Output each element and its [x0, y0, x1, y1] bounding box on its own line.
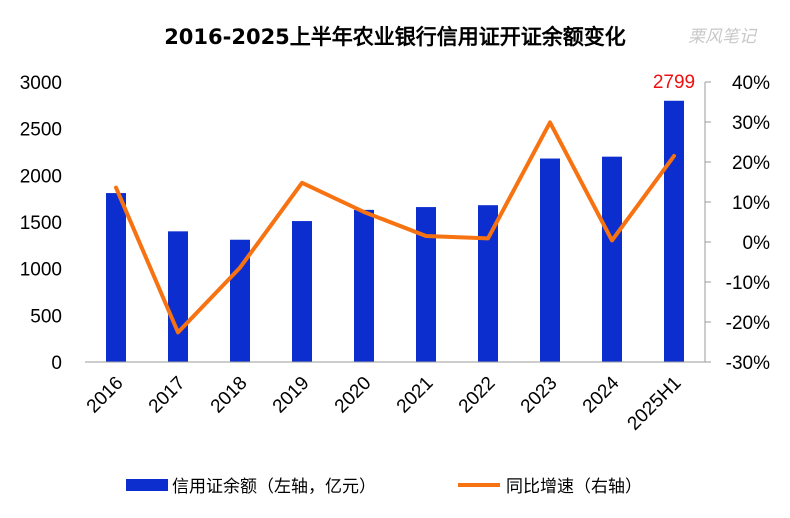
- left-tick-label: 1500: [20, 213, 62, 234]
- axis-lines: [85, 82, 706, 363]
- x-tick-label: 2021: [393, 373, 438, 418]
- bar: [416, 207, 436, 362]
- right-tick-label: -30%: [726, 353, 770, 374]
- left-tick-label: 1000: [20, 260, 62, 281]
- left-axis: 0 500 1000 1500 2000 2500 3000: [20, 73, 62, 374]
- line-series: [114, 120, 676, 335]
- legend-line-label: 同比增速（右轴）: [506, 477, 642, 497]
- watermark: 栗风笔记: [688, 27, 758, 47]
- right-tick-label: 10%: [732, 193, 770, 214]
- data-label: 2799: [653, 72, 695, 93]
- legend-bar-swatch: [126, 479, 168, 491]
- right-tick-label: 20%: [732, 153, 770, 174]
- left-tick-label: 2500: [20, 120, 62, 141]
- growth-line: [114, 120, 676, 335]
- bar: [664, 100, 684, 362]
- right-tick-label: -20%: [726, 313, 770, 334]
- bar: [354, 209, 374, 362]
- x-tick-label: 2019: [269, 373, 314, 418]
- x-tick-label: 2025H1: [624, 373, 686, 435]
- x-tick-label: 2023: [517, 373, 562, 418]
- left-tick-label: 500: [30, 306, 62, 327]
- x-tick-label: 2024: [579, 372, 624, 417]
- x-tick-label: 2017: [145, 373, 190, 418]
- left-tick-label: 2000: [20, 166, 62, 187]
- x-tick-label: 2016: [83, 373, 128, 418]
- x-tick-label: 2018: [207, 373, 252, 418]
- bar: [478, 205, 498, 362]
- legend: 信用证余额（左轴，亿元） 同比增速（右轴）: [126, 477, 642, 497]
- data-labels: 2799: [653, 72, 695, 93]
- x-axis: 2016 2017 2018 2019 2020 2021 2022 2023 2024 2025…: [83, 372, 686, 434]
- right-tick-label: 40%: [732, 73, 770, 94]
- bar: [602, 156, 622, 362]
- bar: [292, 221, 312, 362]
- chart-title: 2016-2025上半年农业银行信用证开证余额变化: [164, 25, 626, 49]
- left-tick-label: 3000: [20, 73, 62, 94]
- right-axis: -30% -20% -10% 0% 10% 20% 30% 40%: [705, 73, 770, 374]
- left-tick-label: 0: [51, 353, 62, 374]
- x-tick-label: 2020: [331, 373, 376, 418]
- right-tick-label: -10%: [726, 273, 770, 294]
- bar: [106, 193, 126, 362]
- legend-bar-label: 信用证余额（左轴，亿元）: [172, 477, 376, 497]
- bar: [540, 158, 560, 362]
- bar: [168, 231, 188, 362]
- x-tick-label: 2022: [455, 373, 500, 418]
- right-tick-label: 30%: [732, 113, 770, 134]
- right-tick-label: 0%: [743, 233, 771, 254]
- bar-series: [106, 100, 684, 362]
